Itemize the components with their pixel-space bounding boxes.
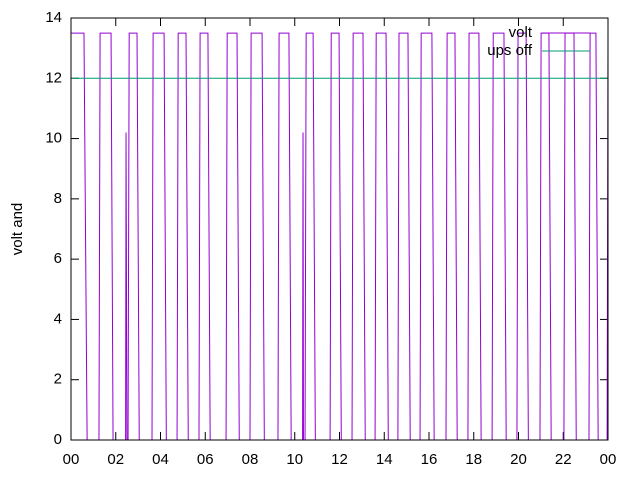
y-tick-label: 12 [45,69,62,86]
x-tick-label: 12 [331,451,348,468]
y-tick-label: 14 [45,9,62,26]
y-tick-label: 0 [54,431,62,448]
plot-border [70,17,609,441]
y-tick-label: 2 [54,371,62,388]
series-line [71,32,609,441]
x-tick-label: 10 [286,451,303,468]
x-tick-label: 20 [510,451,527,468]
legend-label: volt [509,24,533,41]
legend-label: ups off [487,42,533,59]
x-tick-label: 02 [107,451,124,468]
x-tick-label: 22 [555,451,572,468]
x-tick-label: 18 [465,451,482,468]
x-tick-label: 16 [421,451,438,468]
x-tick-label: 04 [152,451,169,468]
y-tick-label: 8 [54,190,62,207]
y-tick-label: 4 [54,310,62,327]
y-axis-label: volt and [9,203,26,256]
y-tick-label: 10 [45,130,62,147]
x-tick-label: 08 [242,451,259,468]
x-tick-label: 00 [600,451,617,468]
x-tick-label: 00 [63,451,80,468]
x-tick-label: 14 [376,451,393,468]
y-tick-label: 6 [54,250,62,267]
x-tick-label: 06 [197,451,214,468]
